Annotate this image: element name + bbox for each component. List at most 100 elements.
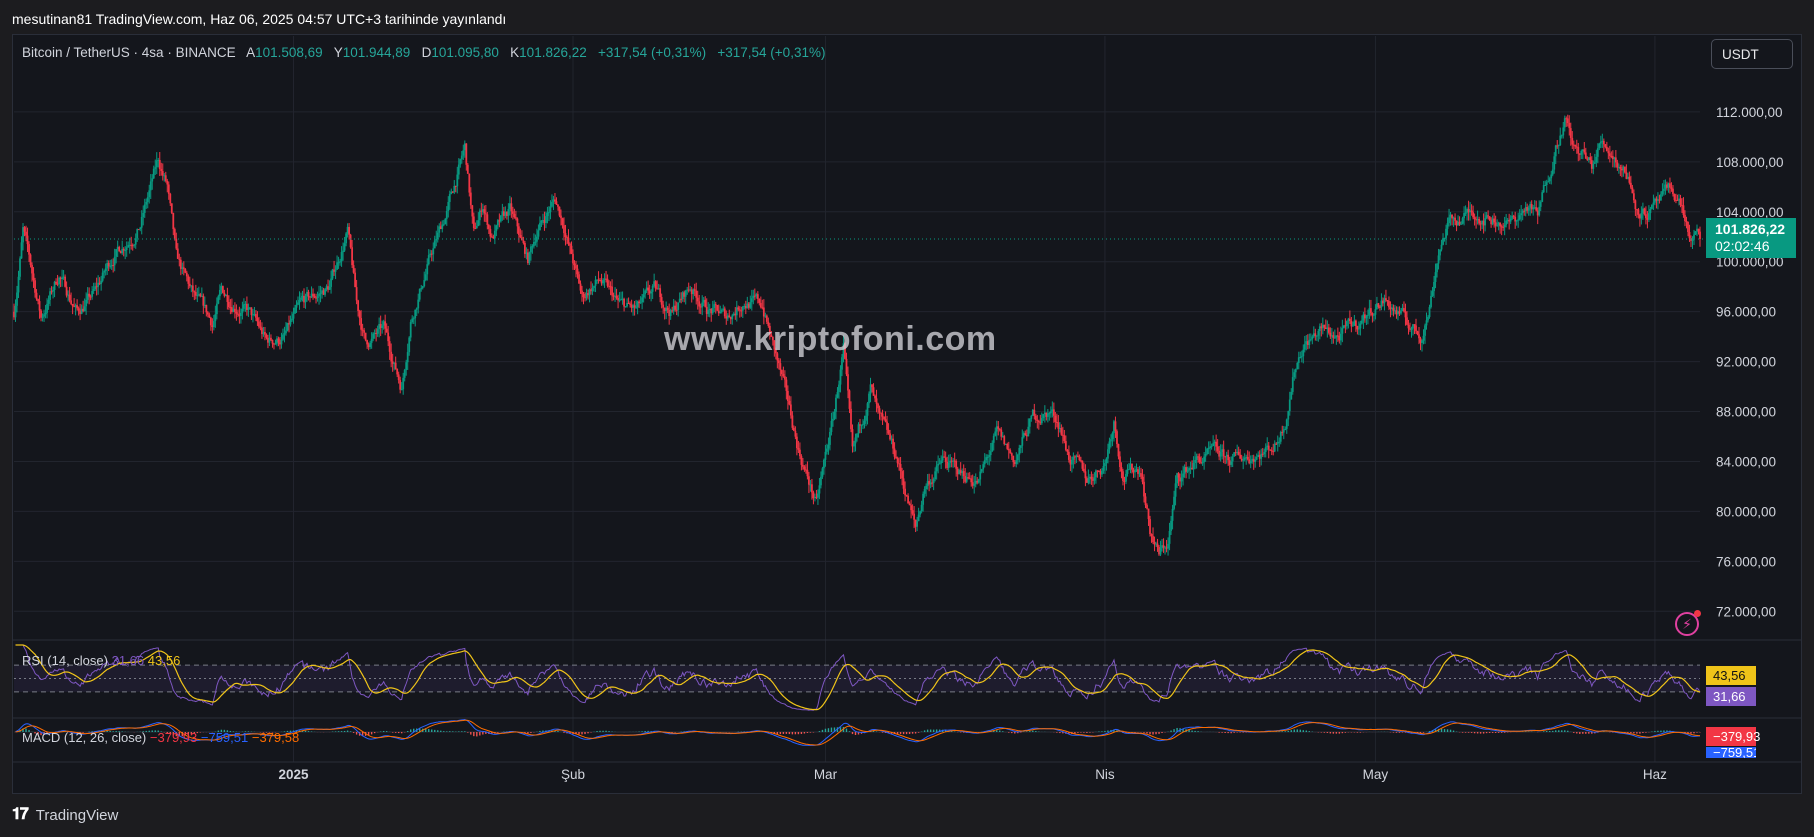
footer-brand[interactable]: TradingView xyxy=(35,806,119,824)
candle-body xyxy=(1207,448,1210,450)
candle-body xyxy=(723,308,726,317)
candle-body xyxy=(185,272,188,277)
candle-body xyxy=(773,340,776,350)
candle-body xyxy=(788,401,791,405)
candle-body xyxy=(1629,182,1632,188)
candle-body xyxy=(1562,127,1565,136)
rsi-value: 31,66 xyxy=(111,653,145,668)
candle-body xyxy=(1425,320,1428,326)
candle-body xyxy=(657,288,660,290)
candle-body xyxy=(1221,449,1224,453)
candle-body xyxy=(1315,335,1318,337)
candle-body xyxy=(938,463,941,465)
symbol-name[interactable]: Bitcoin / TetherUS · 4sa · BINANCE xyxy=(22,45,236,60)
candle-body xyxy=(665,307,668,312)
candle-body xyxy=(1224,456,1227,458)
candle-body xyxy=(1075,455,1078,457)
candle-body xyxy=(1660,194,1662,201)
candle-body xyxy=(1696,228,1698,232)
candle-body xyxy=(44,312,47,315)
candle-body xyxy=(1171,508,1174,521)
candle-body xyxy=(327,286,329,290)
candle-body xyxy=(28,244,30,255)
candle-body xyxy=(710,309,713,314)
candle-body xyxy=(86,293,89,300)
grid xyxy=(13,36,1801,763)
candle-body xyxy=(101,272,104,281)
candle-body xyxy=(1117,444,1120,457)
candle-body xyxy=(533,241,535,247)
candle-body xyxy=(1021,437,1024,446)
candle-body xyxy=(615,295,618,299)
candle-body xyxy=(1542,185,1545,193)
candle-body xyxy=(333,269,335,272)
candle-body xyxy=(490,236,493,238)
watermark: www.kriptofoni.com xyxy=(664,320,997,358)
candle-body xyxy=(1200,462,1203,464)
candle-body xyxy=(1149,519,1151,535)
candle-body xyxy=(564,233,567,237)
candle-body xyxy=(764,315,767,317)
candle-body xyxy=(233,308,236,312)
candle-body xyxy=(1189,467,1192,469)
candle-body xyxy=(725,316,728,319)
candle-body xyxy=(1064,441,1067,450)
candle-body xyxy=(737,307,740,310)
candle-body xyxy=(1595,156,1598,163)
candle-body xyxy=(869,384,872,394)
candle-body xyxy=(1258,454,1261,459)
candle-body xyxy=(387,332,390,342)
candle-body xyxy=(1058,428,1061,430)
candle-body xyxy=(901,471,903,479)
change-value-2: +317,54 (+0,31%) xyxy=(717,45,826,60)
currency-button[interactable]: USDT xyxy=(1711,39,1793,69)
candle-body xyxy=(690,289,693,295)
candle-body xyxy=(1413,324,1416,326)
candle-body xyxy=(32,273,35,281)
candle-body xyxy=(393,362,396,364)
candle-body xyxy=(340,252,343,262)
candle-body xyxy=(119,251,122,254)
macd-legend[interactable]: MACD (12, 26, close) −379,93 −759,51 −37… xyxy=(22,730,299,745)
candle-body xyxy=(1658,199,1661,201)
candle-body xyxy=(13,311,15,318)
candle-body xyxy=(668,309,671,316)
candle-body xyxy=(70,300,73,304)
candle-body xyxy=(1161,545,1163,549)
candle-body xyxy=(426,264,429,275)
candle-body xyxy=(542,220,544,222)
candle-body xyxy=(675,309,678,311)
candle-body xyxy=(578,274,580,284)
rsi-legend[interactable]: RSI (14, close) 31,66 43,56 xyxy=(22,653,180,668)
candle-body xyxy=(243,304,245,309)
candle-body xyxy=(947,462,950,468)
candle-body xyxy=(970,478,973,483)
candle-body xyxy=(732,313,735,316)
candle-body xyxy=(1470,210,1473,213)
candle-body xyxy=(384,321,387,329)
candle-body xyxy=(600,280,603,284)
candle-body xyxy=(47,299,50,304)
candle-body xyxy=(944,457,947,462)
candle-body xyxy=(1610,155,1613,157)
change-value: +317,54 (+0,31%) xyxy=(598,45,707,60)
candle-body xyxy=(175,238,178,249)
candle-body xyxy=(1505,220,1508,225)
candle-body xyxy=(1336,335,1339,337)
candle-body xyxy=(569,243,571,246)
candle-body xyxy=(1309,339,1312,341)
candle-body xyxy=(423,280,426,287)
candle-body xyxy=(348,226,350,235)
candle-body xyxy=(692,289,695,295)
candle-body xyxy=(1560,135,1563,137)
candle-body xyxy=(1517,219,1520,221)
open-value: 101.508,69 xyxy=(255,45,323,60)
candle-body xyxy=(705,306,708,314)
candle-body xyxy=(244,303,247,305)
candle-body xyxy=(176,248,179,259)
candle-body xyxy=(588,289,591,296)
candle-body xyxy=(394,362,397,369)
lightning-bolt-icon[interactable]: ⚡ xyxy=(1675,610,1701,636)
candle-body xyxy=(932,479,935,484)
